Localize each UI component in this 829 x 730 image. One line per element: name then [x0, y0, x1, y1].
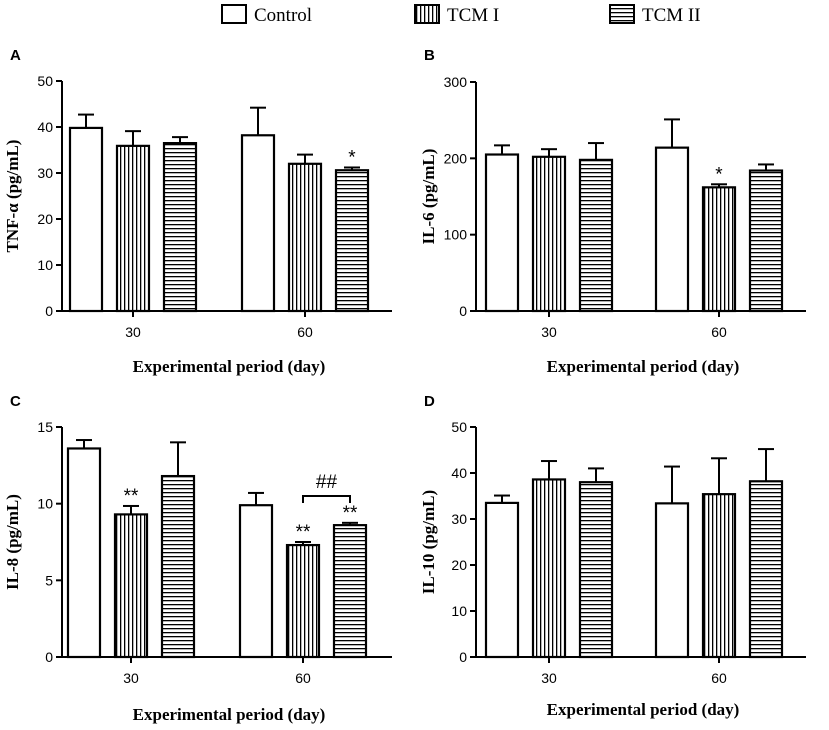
y-tick-label: 5	[45, 572, 53, 588]
bar-tcm-i-30	[113, 513, 149, 659]
y-tick-label: 0	[45, 649, 53, 665]
y-tick-label: 40	[37, 119, 53, 135]
y-tick-label: 20	[451, 557, 467, 573]
y-tick-label: 40	[451, 465, 467, 481]
x-tick-label: 30	[125, 324, 141, 340]
bar-tcm-ii-30	[578, 158, 614, 313]
y-tick-label: 30	[451, 511, 467, 527]
y-tick-label: 10	[37, 257, 53, 273]
bar-tcm-ii-60	[334, 169, 370, 313]
y-tick-label: 30	[37, 165, 53, 181]
panel-A: A 0 10 20 30 40 50 30 60 Experimental period (day…	[3, 47, 392, 376]
significance-mark: **	[296, 522, 311, 543]
bar-control-30	[68, 126, 104, 313]
x-tick-label: 30	[541, 324, 557, 340]
bar-control-60	[238, 504, 274, 659]
y-tick-label: 0	[459, 649, 467, 665]
x-tick-label: 60	[297, 324, 313, 340]
y-tick-label: 50	[451, 419, 467, 435]
bar-control-30	[66, 447, 102, 659]
bar-control-30	[484, 153, 520, 313]
x-axis-label: Experimental period (day)	[547, 357, 740, 376]
y-tick-label: 50	[37, 73, 53, 89]
legend-label: TCM I	[447, 5, 499, 26]
bar-control-60	[240, 134, 276, 313]
comparison-mark: ##	[316, 472, 338, 493]
y-tick-label: 10	[451, 603, 467, 619]
bar-tcm-ii-30	[162, 142, 198, 313]
y-tick-label: 20	[37, 211, 53, 227]
x-axis-label: Experimental period (day)	[133, 357, 326, 376]
legend-label: Control	[254, 5, 312, 26]
comparison-bracket	[302, 495, 351, 503]
bar-control-60	[654, 146, 690, 313]
x-tick-label: 30	[123, 670, 139, 686]
bar-tcm-ii-30	[578, 481, 614, 659]
bar-control-60	[654, 502, 690, 659]
panel-C: C 0 5 10 15 30 60 Experimental period (day) IL-8…	[3, 393, 392, 724]
panel-letter: A	[10, 47, 21, 64]
bar-tcm-i-60	[701, 493, 737, 659]
x-axis-label: Experimental period (day)	[547, 700, 740, 719]
y-tick-label: 100	[444, 227, 468, 243]
bar-tcm-ii-60	[748, 169, 784, 313]
significance-mark: **	[124, 486, 139, 507]
panel-letter: B	[424, 47, 435, 64]
x-axis-label: Experimental period (day)	[133, 705, 326, 724]
y-axis-label: TNF-α (pg/mL)	[3, 140, 22, 253]
bar-tcm-i-60	[701, 186, 737, 313]
bar-tcm-i-30	[531, 155, 567, 313]
y-axis-label: IL-10 (pg/mL)	[419, 490, 438, 594]
significance-mark: *	[348, 147, 356, 168]
y-tick-label: 0	[459, 303, 467, 319]
bar-tcm-i-60	[285, 543, 321, 659]
legend-swatch-horizontal	[609, 4, 635, 24]
y-tick-label: 0	[45, 303, 53, 319]
bar-tcm-i-30	[115, 144, 151, 313]
x-tick-label: 30	[541, 670, 557, 686]
legend-swatch-none	[221, 4, 247, 24]
y-axis-label: IL-6 (pg/mL)	[419, 149, 438, 245]
x-tick-label: 60	[711, 670, 727, 686]
legend: Control TCM I TCM II	[221, 4, 701, 26]
bar-tcm-i-60	[287, 162, 323, 313]
y-tick-label: 300	[444, 74, 468, 90]
panel-letter: C	[10, 393, 21, 410]
y-tick-label: 10	[37, 496, 53, 512]
x-tick-label: 60	[295, 670, 311, 686]
y-axis-label: IL-8 (pg/mL)	[3, 494, 22, 590]
legend-label: TCM II	[642, 5, 701, 26]
bar-tcm-ii-60	[332, 524, 368, 659]
significance-mark: **	[343, 503, 358, 524]
panel-letter: D	[424, 393, 435, 410]
y-tick-label: 15	[37, 419, 53, 435]
panel-D: D 0 10 20 30 40 50 30 60 Experimental period (day…	[419, 393, 806, 719]
bar-tcm-ii-30	[160, 474, 196, 659]
bar-tcm-i-30	[531, 478, 567, 659]
x-tick-label: 60	[711, 324, 727, 340]
significance-mark: *	[715, 164, 723, 185]
y-tick-label: 200	[444, 150, 468, 166]
bar-control-30	[484, 501, 520, 659]
panel-B: B 0 100 200 300 30 60 Experimental period (day)…	[419, 47, 806, 376]
bar-tcm-ii-60	[748, 480, 784, 659]
legend-swatch-vertical	[414, 4, 440, 24]
